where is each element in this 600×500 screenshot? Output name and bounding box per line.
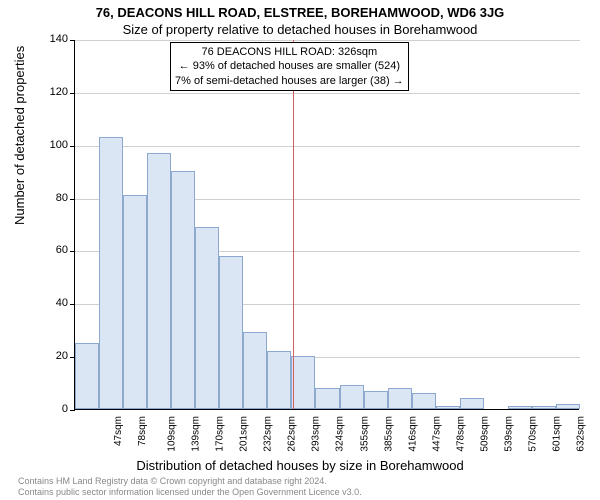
histogram-bar — [508, 406, 532, 409]
y-tick — [70, 199, 75, 200]
reference-line — [293, 40, 294, 409]
y-tick — [70, 251, 75, 252]
histogram-bar — [388, 388, 412, 409]
x-tick-label: 447sqm — [431, 416, 442, 452]
histogram-bar — [556, 404, 580, 409]
histogram-bar — [243, 332, 267, 409]
x-axis-title: Distribution of detached houses by size … — [0, 458, 600, 473]
y-tick — [70, 146, 75, 147]
histogram-bar — [171, 171, 195, 409]
chart-title-sub: Size of property relative to detached ho… — [0, 22, 600, 37]
x-tick-label: 324sqm — [335, 416, 346, 452]
gridline — [75, 40, 580, 41]
histogram-bar — [532, 406, 556, 409]
x-tick-label: 262sqm — [287, 416, 298, 452]
x-tick-label: 509sqm — [479, 416, 490, 452]
histogram-bar — [436, 406, 460, 409]
y-tick-label: 120 — [28, 86, 68, 98]
footer-line1: Contains HM Land Registry data © Crown c… — [18, 476, 362, 487]
annotation-line: ← 93% of detached houses are smaller (52… — [175, 59, 404, 73]
x-tick-label: 539sqm — [503, 416, 514, 452]
y-tick — [70, 304, 75, 305]
x-tick-label: 293sqm — [311, 416, 322, 452]
annotation-box: 76 DEACONS HILL ROAD: 326sqm← 93% of det… — [170, 42, 409, 91]
x-tick-label: 232sqm — [263, 416, 274, 452]
annotation-line: 76 DEACONS HILL ROAD: 326sqm — [175, 45, 404, 59]
y-axis-title: Number of detached properties — [12, 46, 27, 225]
histogram-bar — [147, 153, 171, 409]
histogram-bar — [123, 195, 147, 409]
y-tick-label: 140 — [28, 33, 68, 45]
x-tick-label: 601sqm — [551, 416, 562, 452]
footer-text: Contains HM Land Registry data © Crown c… — [18, 476, 362, 498]
x-tick-label: 478sqm — [455, 416, 466, 452]
x-tick-label: 109sqm — [167, 416, 178, 452]
x-tick-label: 355sqm — [359, 416, 370, 452]
annotation-line: 7% of semi-detached houses are larger (3… — [175, 74, 404, 88]
chart-title-main: 76, DEACONS HILL ROAD, ELSTREE, BOREHAMW… — [0, 5, 600, 20]
histogram-bar — [315, 388, 339, 409]
x-tick-label: 632sqm — [576, 416, 587, 452]
gridline — [75, 146, 580, 147]
y-tick — [70, 410, 75, 411]
y-tick-label: 60 — [28, 244, 68, 256]
y-tick-label: 40 — [28, 297, 68, 309]
x-tick-label: 385sqm — [383, 416, 394, 452]
histogram-bar — [364, 391, 388, 410]
histogram-bar — [267, 351, 291, 409]
x-tick-label: 78sqm — [137, 416, 148, 446]
histogram-bar — [75, 343, 99, 409]
y-tick-label: 80 — [28, 192, 68, 204]
x-tick-label: 201sqm — [239, 416, 250, 452]
histogram-bar — [412, 393, 436, 409]
histogram-bar — [195, 227, 219, 409]
gridline — [75, 93, 580, 94]
x-tick-label: 139sqm — [191, 416, 202, 452]
histogram-bar — [219, 256, 243, 409]
x-tick-label: 170sqm — [215, 416, 226, 452]
x-tick-label: 416sqm — [407, 416, 418, 452]
x-tick-label: 47sqm — [113, 416, 124, 446]
footer-line2: Contains public sector information licen… — [18, 487, 362, 498]
y-tick-label: 20 — [28, 350, 68, 362]
y-tick-label: 100 — [28, 139, 68, 151]
histogram-bar — [99, 137, 123, 409]
x-tick-label: 570sqm — [527, 416, 538, 452]
y-tick-label: 0 — [28, 403, 68, 415]
histogram-bar — [460, 398, 484, 409]
y-tick — [70, 93, 75, 94]
histogram-bar — [340, 385, 364, 409]
y-tick — [70, 40, 75, 41]
histogram-bar — [291, 356, 315, 409]
plot-area: 76 DEACONS HILL ROAD: 326sqm← 93% of det… — [74, 40, 579, 410]
